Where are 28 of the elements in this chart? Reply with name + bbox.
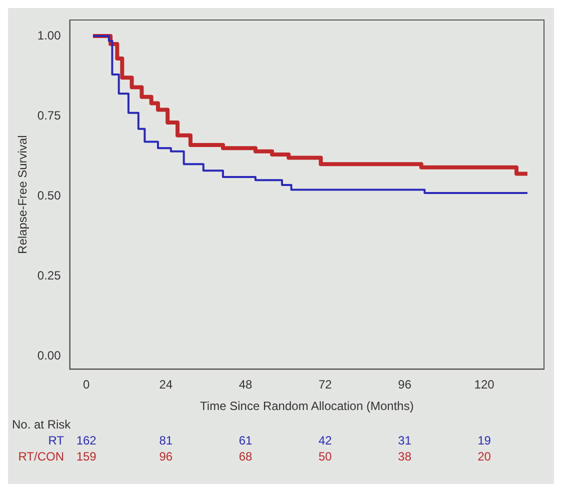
text: 31 [398, 434, 412, 448]
text: RT/CON [18, 450, 64, 464]
x-axis-title: Time Since Random Allocation (Months) [200, 399, 414, 414]
x-tick-label: 72 [318, 378, 332, 392]
text: 19 [478, 434, 492, 448]
text: 81 [159, 434, 173, 448]
y-tick-label: 1.00 [37, 28, 62, 42]
y-tick-label: 0.75 [37, 108, 62, 122]
y-tick-label: 0.25 [37, 268, 62, 283]
x-tick-label: 48 [238, 378, 253, 392]
x-tick-label: 24 [159, 378, 173, 392]
text: 50 [318, 450, 332, 464]
text: 159 [76, 450, 97, 464]
y-axis-title: Relapse-Free Survival [16, 135, 30, 254]
text: 42 [318, 434, 332, 448]
text: RT [48, 434, 65, 448]
x-tick-label: 96 [398, 378, 412, 392]
text: 20 [478, 450, 492, 464]
x-tick-label: 0 [82, 378, 90, 392]
text: 162 [76, 434, 97, 448]
text: 61 [238, 434, 253, 448]
text: 68 [238, 450, 253, 464]
y-tick-label: 0.00 [37, 348, 62, 363]
text: No. at Risk [12, 418, 72, 432]
text: 38 [398, 450, 412, 464]
x-tick-label: 120 [474, 378, 495, 392]
y-tick-label: 0.50 [37, 188, 62, 203]
text: 96 [159, 450, 173, 464]
